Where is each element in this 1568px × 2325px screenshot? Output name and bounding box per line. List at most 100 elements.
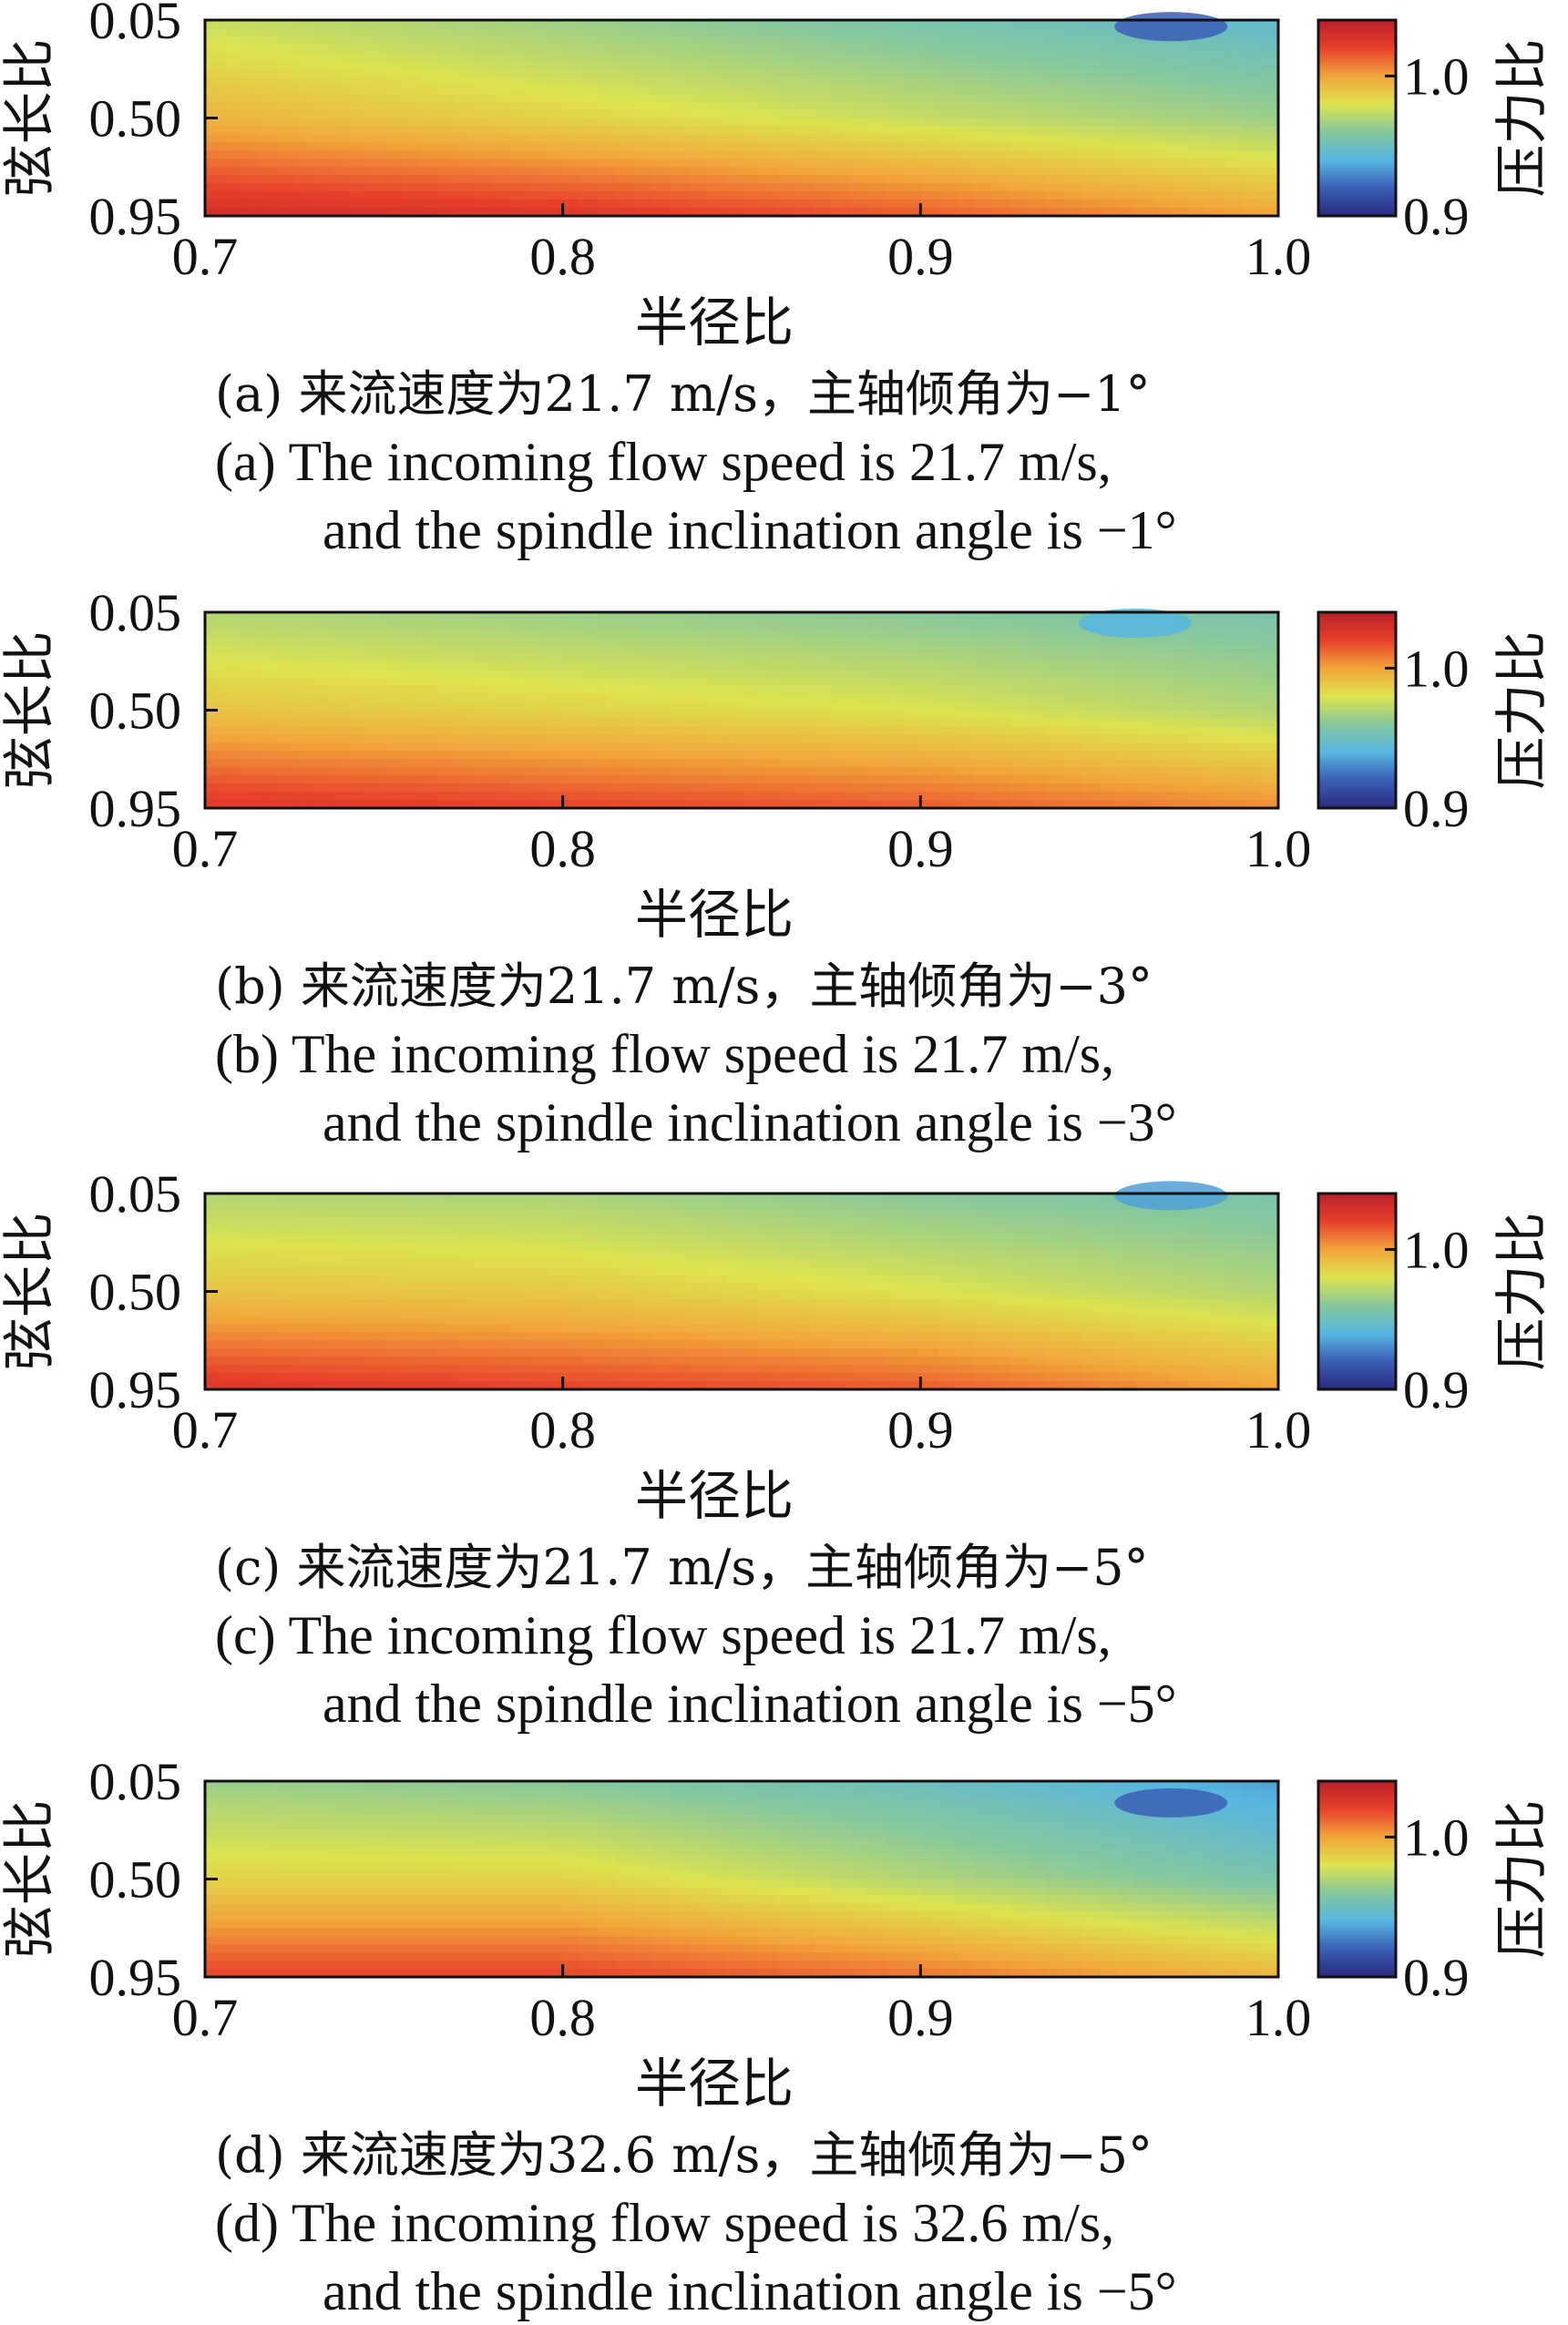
heatmap-cell bbox=[991, 1332, 1011, 1342]
heatmap-cell bbox=[437, 150, 456, 160]
heatmap-cell bbox=[991, 1258, 1011, 1268]
heatmap-cell bbox=[616, 743, 636, 753]
heatmap-cell bbox=[384, 718, 403, 728]
heatmap-cell bbox=[616, 726, 636, 736]
heatmap-cell bbox=[491, 1225, 510, 1235]
heatmap-cell bbox=[794, 1813, 815, 1823]
heatmap-cell bbox=[562, 1258, 582, 1268]
heatmap-cell bbox=[276, 1299, 296, 1309]
heatmap-cell bbox=[365, 693, 385, 703]
heatmap-cell bbox=[276, 734, 296, 744]
heatmap-cell bbox=[794, 718, 815, 728]
heatmap-cell bbox=[241, 636, 260, 646]
heatmap-cell bbox=[777, 800, 796, 809]
heatmap-cell bbox=[1117, 126, 1136, 136]
heatmap-cell bbox=[759, 1209, 779, 1219]
heatmap-cell bbox=[437, 1797, 456, 1807]
heatmap-cell bbox=[598, 109, 618, 119]
heatmap-cell bbox=[276, 718, 296, 728]
heatmap-cell bbox=[598, 1797, 618, 1807]
heatmap-cell bbox=[866, 743, 886, 753]
heatmap-cell bbox=[1225, 743, 1244, 753]
heatmap-cell bbox=[794, 167, 815, 177]
heatmap-cell bbox=[580, 150, 600, 160]
heatmap-cell bbox=[1153, 134, 1173, 144]
heatmap-cell bbox=[902, 775, 922, 785]
heatmap-cell bbox=[545, 77, 564, 87]
heatmap-cell bbox=[831, 1348, 850, 1358]
heatmap-cell bbox=[813, 1332, 833, 1342]
heatmap-cell bbox=[312, 1299, 332, 1309]
heatmap-cell bbox=[1028, 1266, 1047, 1276]
heatmap-cell bbox=[527, 1838, 546, 1848]
heatmap-cell bbox=[508, 693, 528, 703]
heatmap-cell bbox=[384, 800, 403, 809]
heatmap-cell bbox=[365, 1781, 385, 1790]
heatmap-cell bbox=[634, 612, 653, 621]
heatmap-cell bbox=[1134, 200, 1154, 209]
heatmap-cell bbox=[419, 759, 439, 769]
heatmap-cell bbox=[742, 685, 761, 695]
heatmap-cell bbox=[866, 1250, 886, 1260]
heatmap-cell bbox=[258, 1381, 278, 1390]
heatmap-cell bbox=[527, 1854, 546, 1864]
heatmap-cell bbox=[294, 685, 313, 695]
heatmap-cell bbox=[580, 109, 600, 119]
heatmap-cell bbox=[616, 775, 636, 785]
heatmap-cell bbox=[562, 85, 582, 95]
heatmap-cell bbox=[365, 1258, 385, 1268]
minimum-region bbox=[1078, 608, 1192, 638]
heatmap-cell bbox=[794, 1283, 815, 1293]
heatmap-cell bbox=[545, 628, 564, 638]
heatmap-cell bbox=[455, 118, 475, 128]
y-tick-label: 0.50 bbox=[89, 681, 182, 741]
heatmap-cell bbox=[384, 1340, 403, 1350]
heatmap-cell bbox=[241, 134, 260, 144]
heatmap-cell bbox=[723, 134, 743, 144]
heatmap-cell bbox=[1009, 1381, 1030, 1390]
heatmap-cell bbox=[688, 1299, 707, 1309]
heatmap-cell bbox=[401, 1838, 421, 1848]
heatmap-cell bbox=[991, 693, 1011, 703]
heatmap-cell bbox=[651, 1275, 671, 1285]
heatmap-cell bbox=[651, 93, 671, 103]
heatmap-cell bbox=[1225, 661, 1244, 671]
heatmap-cell bbox=[205, 208, 224, 217]
heatmap-cell bbox=[866, 1225, 886, 1235]
heatmap-cell bbox=[794, 126, 815, 136]
heatmap-cell bbox=[938, 183, 958, 193]
heatmap-cell bbox=[222, 669, 242, 679]
heatmap-cell bbox=[419, 109, 439, 119]
heatmap-cell bbox=[777, 767, 796, 777]
heatmap-cell bbox=[616, 1846, 636, 1856]
heatmap-cell bbox=[831, 36, 850, 46]
heatmap-cell bbox=[598, 1340, 618, 1350]
heatmap-cell bbox=[365, 20, 385, 29]
heatmap-cell bbox=[312, 1348, 332, 1358]
heatmap-cell bbox=[1028, 126, 1047, 136]
heatmap-cell bbox=[1206, 759, 1225, 769]
heatmap-cell bbox=[634, 759, 653, 769]
heatmap-cell bbox=[1225, 93, 1244, 103]
heatmap-cell bbox=[848, 612, 868, 621]
heatmap-cell bbox=[1171, 751, 1190, 761]
heatmap-cell bbox=[956, 208, 976, 217]
heatmap-cell bbox=[616, 1381, 636, 1390]
heatmap-cell bbox=[1028, 620, 1047, 630]
heatmap-cell bbox=[1045, 77, 1065, 87]
heatmap-cell bbox=[1242, 1283, 1262, 1293]
heatmap-cell bbox=[455, 208, 475, 217]
heatmap-cell bbox=[508, 1225, 528, 1235]
heatmap-cell bbox=[205, 612, 224, 621]
heatmap-cell bbox=[527, 183, 546, 193]
heatmap-cell bbox=[330, 1307, 349, 1317]
heatmap-cell bbox=[545, 1258, 564, 1268]
heatmap-cell bbox=[974, 191, 993, 200]
heatmap-cell bbox=[222, 1225, 242, 1235]
heatmap-cell bbox=[670, 652, 689, 662]
heatmap-cell bbox=[866, 68, 886, 78]
heatmap-cell bbox=[1117, 669, 1136, 679]
heatmap-cell bbox=[365, 200, 385, 209]
heatmap-cell bbox=[688, 784, 707, 793]
heatmap-cell bbox=[651, 702, 671, 712]
